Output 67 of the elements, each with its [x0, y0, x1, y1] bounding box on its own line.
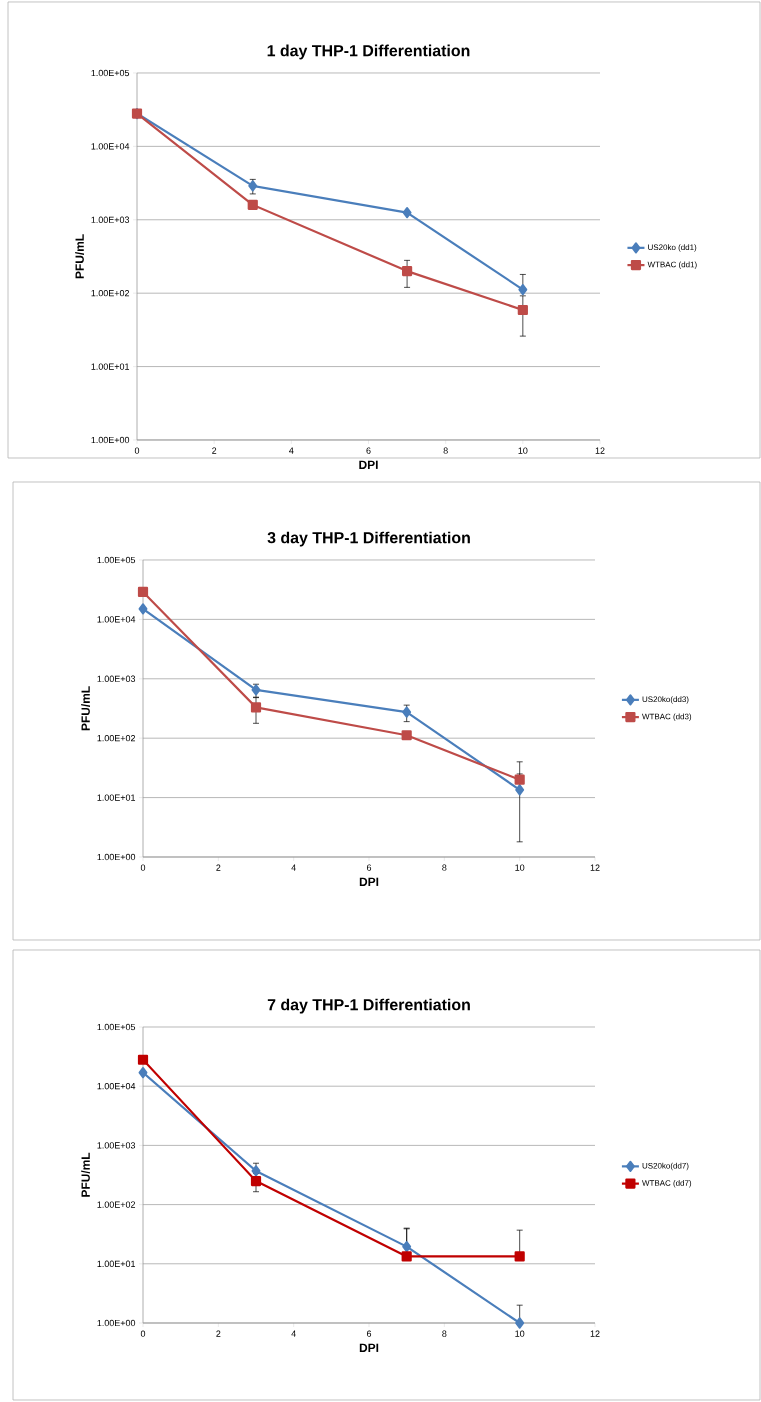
x-tick-label: 6 — [366, 1330, 372, 1337]
x-axis-title: DPI — [359, 1343, 379, 1352]
x-tick-label: 8 — [442, 864, 447, 871]
point — [138, 1066, 148, 1079]
y-axis-title: PFU/mL — [81, 1152, 90, 1197]
x-tick-label: 2 — [216, 864, 221, 871]
x-tick-label: 2 — [212, 447, 217, 454]
point — [518, 283, 528, 296]
x-tick-label: 12 — [590, 1330, 600, 1337]
x-axis-title: DPI — [359, 877, 379, 886]
x-tick-label: 2 — [216, 1330, 221, 1337]
point — [247, 199, 258, 210]
point — [402, 207, 412, 219]
y-tick-label: 1.00E+02 — [97, 735, 136, 742]
x-tick-label: 10 — [515, 864, 525, 871]
point — [250, 702, 262, 713]
point — [514, 774, 525, 785]
x-tick-label: 12 — [590, 864, 600, 871]
y-tick-label: 1.00E+03 — [97, 1142, 136, 1149]
x-tick-label: 10 — [518, 447, 528, 454]
x-tick-label: 8 — [442, 1330, 447, 1337]
x-tick-label: 0 — [140, 864, 146, 871]
point — [402, 706, 412, 718]
x-tick-label: 6 — [366, 864, 372, 871]
y-tick-label: 1.00E+04 — [97, 616, 136, 623]
chart-title: 7 day THP-1 Differentiation — [267, 998, 470, 1014]
y-tick-label: 1.00E+04 — [97, 1083, 136, 1090]
y-tick-label: 1.00E+00 — [91, 436, 130, 444]
x-tick-label: 4 — [289, 447, 294, 454]
x-tick-label: 6 — [366, 447, 371, 454]
point — [517, 304, 528, 316]
point — [401, 730, 412, 741]
point — [515, 1317, 525, 1329]
point — [250, 1175, 262, 1187]
x-tick-label: 8 — [443, 447, 448, 454]
y-tick-label: 1.00E+01 — [97, 794, 136, 801]
y-axis-title: PFU/mL — [75, 234, 84, 279]
point — [514, 1251, 525, 1262]
point — [401, 1251, 412, 1262]
x-tick-label: 4 — [291, 1330, 296, 1337]
y-tick-label: 1.00E+04 — [91, 143, 130, 150]
y-tick-label: 1.00E+01 — [97, 1260, 136, 1267]
y-tick-label: 1.00E+02 — [91, 289, 130, 297]
y-tick-label: 1.00E+05 — [97, 556, 136, 564]
x-axis-title: DPI — [359, 460, 378, 469]
y-tick-label: 1.00E+05 — [91, 69, 130, 77]
point — [137, 1054, 149, 1065]
y-axis-title: PFU/mL — [81, 686, 90, 731]
y-tick-label: 1.00E+02 — [97, 1201, 136, 1208]
chart-title: 1 day THP-1 Differentiation — [267, 44, 470, 60]
x-tick-label: 4 — [291, 864, 296, 871]
x-tick-label: 10 — [515, 1330, 525, 1337]
x-tick-label: 0 — [140, 1330, 146, 1337]
point — [515, 784, 525, 796]
chart-title: 3 day THP-1 Differentiation — [267, 531, 470, 547]
point — [402, 1241, 412, 1253]
y-tick-label: 1.00E+05 — [97, 1023, 136, 1031]
y-tick-label: 1.00E+00 — [97, 853, 136, 861]
y-tick-label: 1.00E+03 — [91, 216, 130, 223]
y-tick-label: 1.00E+01 — [91, 363, 130, 370]
x-tick-label: 12 — [595, 447, 605, 454]
y-tick-label: 1.00E+00 — [97, 1319, 136, 1327]
x-tick-label: 0 — [134, 447, 140, 454]
point — [401, 265, 413, 277]
y-tick-label: 1.00E+03 — [97, 675, 136, 682]
point — [137, 586, 149, 598]
point — [138, 603, 148, 615]
